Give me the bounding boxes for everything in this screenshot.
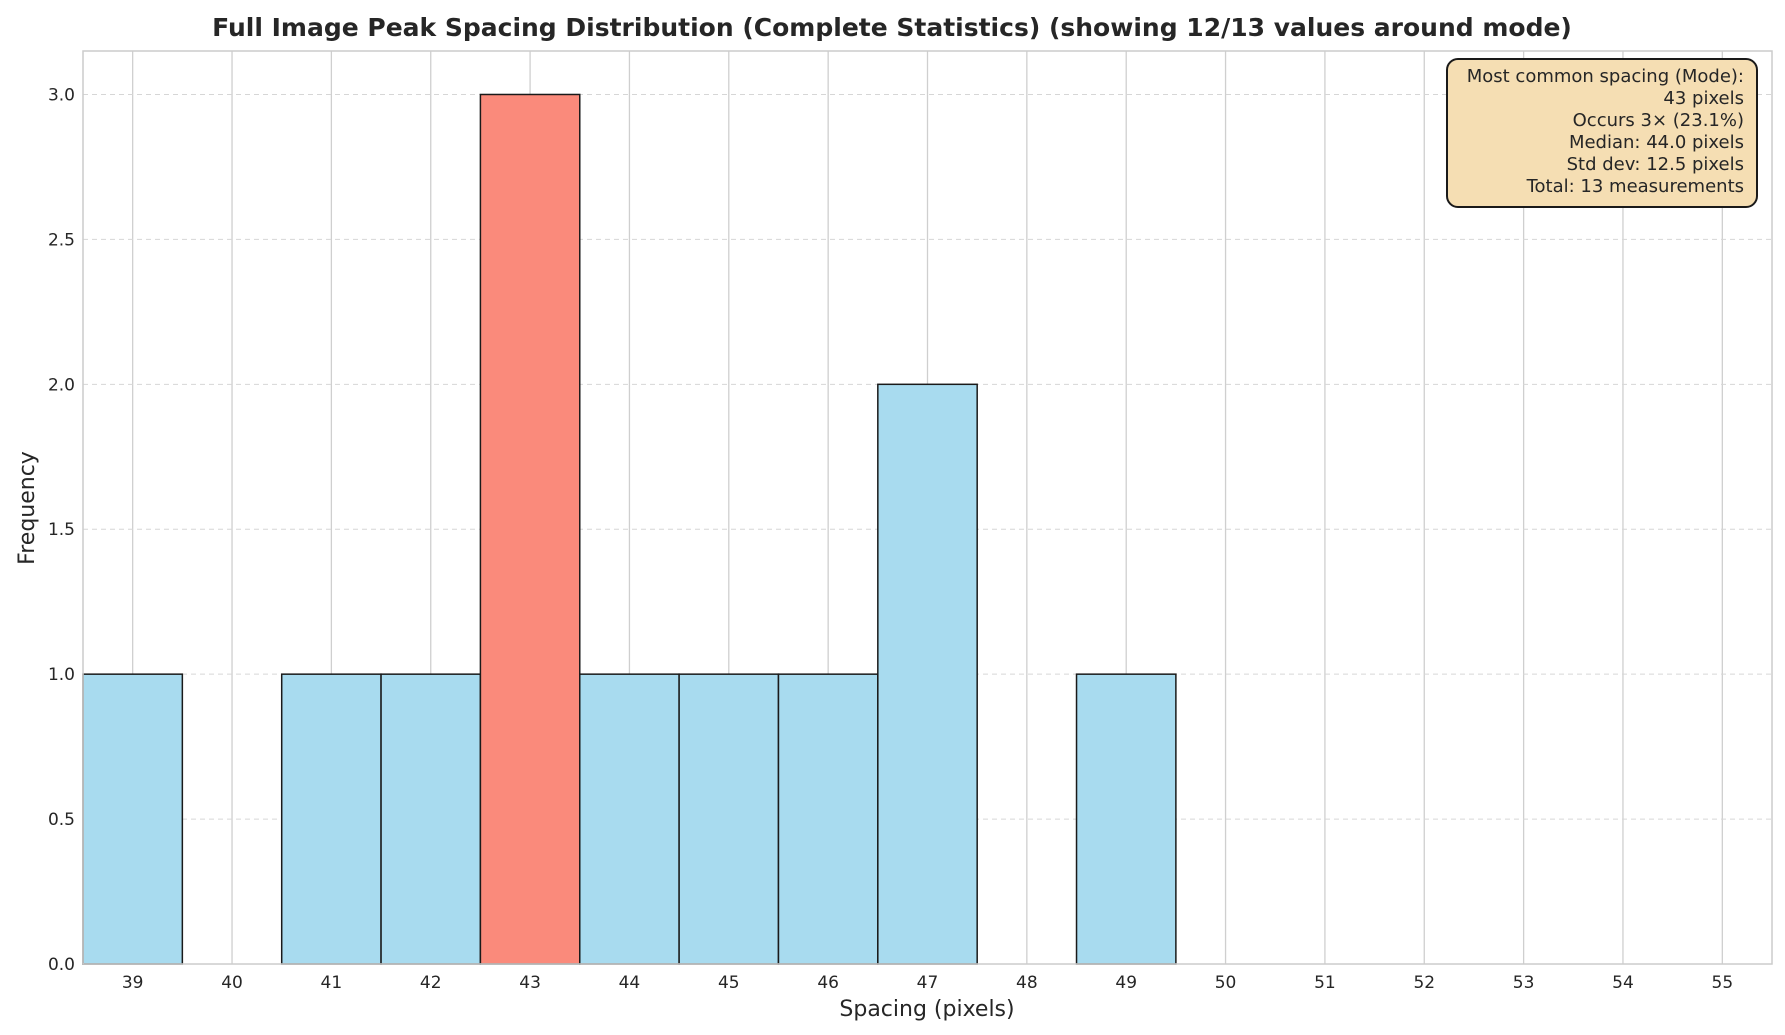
annotation-line: Occurs 3× (23.1%) xyxy=(1572,110,1744,131)
y-tick-label: 2.0 xyxy=(48,375,75,395)
histogram-bar xyxy=(678,673,780,965)
annotation-line: Median: 44.0 pixels xyxy=(1568,132,1744,153)
x-axis-label: Spacing (pixels) xyxy=(839,997,1014,1022)
x-tick-label: 46 xyxy=(817,973,839,993)
y-tick-label: 3.0 xyxy=(48,85,75,105)
x-tick-label: 52 xyxy=(1413,973,1435,993)
x-tick-label: 50 xyxy=(1215,973,1237,993)
x-tick-label: 45 xyxy=(718,973,740,993)
x-tick-label: 53 xyxy=(1513,973,1535,993)
chart-title: Full Image Peak Spacing Distribution (Co… xyxy=(212,13,1572,42)
annotation-line: Std dev: 12.5 pixels xyxy=(1566,154,1744,175)
histogram-bar xyxy=(877,383,978,965)
histogram-bar xyxy=(1075,673,1177,965)
x-tick-label: 44 xyxy=(619,973,641,993)
annotation-line: Total: 13 measurements xyxy=(1526,176,1744,197)
x-tick-label: 55 xyxy=(1712,973,1734,993)
y-tick-label: 0.5 xyxy=(48,810,75,830)
x-tick-label: 47 xyxy=(917,973,939,993)
x-tick-label: 42 xyxy=(420,973,442,993)
x-tick-label: 39 xyxy=(122,973,144,993)
histogram-bar xyxy=(280,673,382,965)
histogram-bar xyxy=(380,673,482,965)
x-tick-label: 48 xyxy=(1016,973,1038,993)
axes-frame xyxy=(82,50,1773,965)
x-tick-label: 49 xyxy=(1115,973,1137,993)
y-tick-label: 1.5 xyxy=(48,520,75,540)
annotation-line: Most common spacing (Mode): xyxy=(1466,66,1744,87)
x-tick-label: 51 xyxy=(1314,973,1336,993)
x-tick-label: 41 xyxy=(321,973,343,993)
mode-bar xyxy=(479,93,581,965)
x-tick-label: 43 xyxy=(519,973,541,993)
histogram-bar xyxy=(82,673,184,965)
y-axis-label: Frequency xyxy=(15,451,40,565)
bar-layer xyxy=(82,93,1177,965)
y-tick-label: 2.5 xyxy=(48,230,75,250)
y-tick-label: 0.0 xyxy=(48,955,75,975)
x-tick-label: 54 xyxy=(1612,973,1634,993)
tick-layer: 39 40 41 42 43 44 45 46 47 48 49 50 51 52 53 54 55 0.0 0.5… xyxy=(48,85,1733,993)
y-tick-label: 1.0 xyxy=(48,665,75,685)
annotation-line: 43 pixels xyxy=(1663,88,1744,109)
stats-annotation-box: Most common spacing (Mode): 43 pixels Oc… xyxy=(1446,58,1758,208)
histogram-bar xyxy=(579,673,680,965)
histogram-bar xyxy=(777,673,879,965)
x-tick-label: 40 xyxy=(221,973,243,993)
